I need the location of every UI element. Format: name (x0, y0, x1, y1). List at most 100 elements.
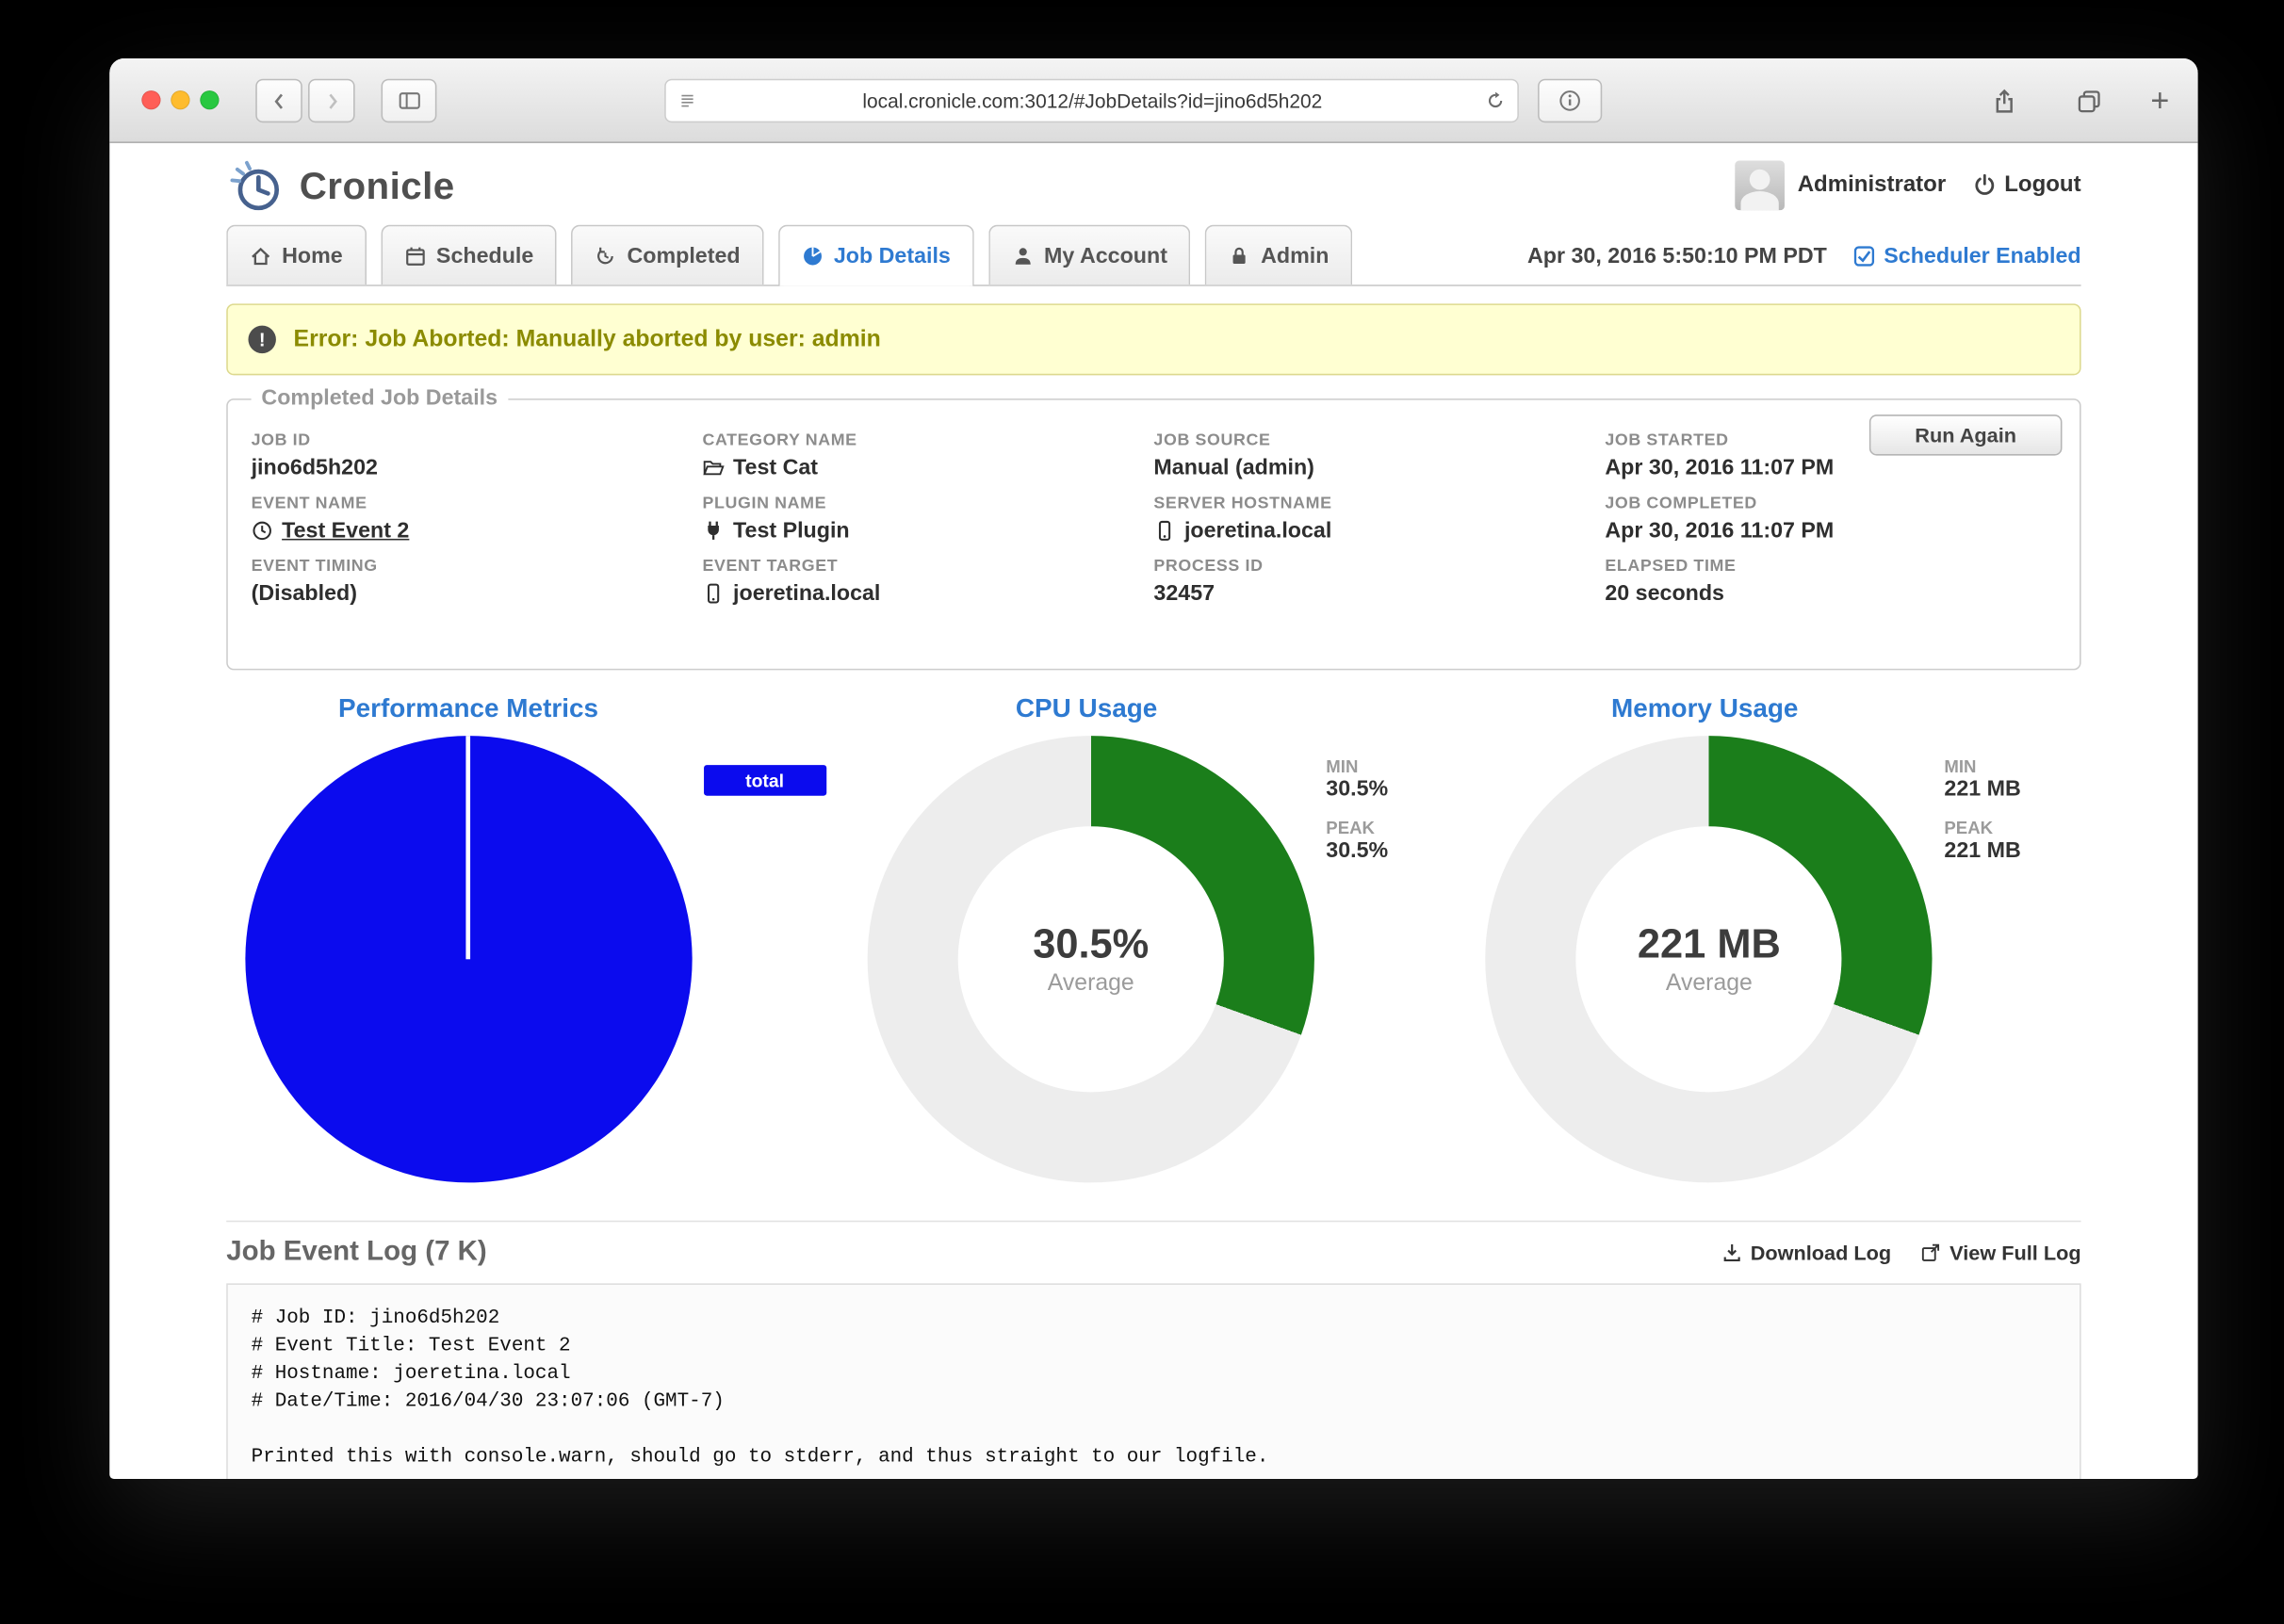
job-log-title: Job Event Log (7 K) (226, 1236, 487, 1268)
tab-label: Admin (1261, 243, 1330, 268)
new-tab-button[interactable]: + (2150, 81, 2170, 119)
current-datetime-label: Apr 30, 2016 5:50:10 PM PDT (1526, 243, 1827, 269)
forward-button[interactable] (308, 78, 355, 123)
clock-icon (253, 521, 271, 541)
pie-chart-icon (803, 247, 822, 266)
cpu-donut: 30.5% Average (867, 736, 1314, 1183)
download-log-link[interactable]: Download Log (1721, 1241, 1891, 1264)
field-job-source: JOB SOURCE Manual (admin) (1153, 431, 1314, 480)
user-name-label: Administrator (1797, 171, 1947, 198)
share-button[interactable] (1982, 79, 2025, 122)
page-content: Cronicle Administrator Logout Home (109, 143, 2197, 1480)
checkbox-checked-icon (1853, 246, 1874, 267)
external-link-icon (1921, 1243, 1940, 1261)
avatar (1735, 160, 1785, 211)
calendar-icon (405, 246, 425, 266)
field-event-name: EVENT NAME Test Event 2 (251, 495, 410, 544)
reader-mode-icon[interactable] (679, 90, 700, 111)
job-details-grid: JOB ID jino6d5h202 CATEGORY NAME Test Ca… (252, 432, 2057, 606)
url-text: local.cronicle.com:3012/#JobDetails?id=j… (862, 89, 1323, 112)
memory-stats: MIN 221 MB PEAK 221 MB (1944, 756, 2058, 879)
folder-icon (703, 461, 725, 476)
chart-title: Performance Metrics (337, 693, 598, 723)
error-banner: ! Error: Job Aborted: Manually aborted b… (226, 303, 2081, 376)
memory-average-label: Average (1665, 970, 1753, 997)
tab-overview-button[interactable] (2066, 79, 2110, 122)
performance-pie (244, 736, 693, 1183)
tab-job-details[interactable]: Job Details (777, 224, 974, 286)
field-event-target: EVENT TARGET joeretina.local (702, 558, 881, 607)
tab-label: Job Details (833, 243, 951, 269)
legend-total: total (703, 765, 826, 796)
scheduler-enabled-toggle[interactable]: Scheduler Enabled (1853, 244, 2081, 268)
user-icon (1015, 247, 1031, 264)
back-button[interactable] (255, 78, 302, 123)
field-event-timing: EVENT TIMING (Disabled) (251, 558, 378, 607)
scheduler-enabled-label: Scheduler Enabled (1884, 243, 2081, 269)
field-plugin-name: PLUGIN NAME Test Plugin (702, 495, 850, 544)
tab-overview-icon (2077, 89, 2099, 112)
app-header: Cronicle Administrator Logout (226, 143, 2081, 219)
memory-peak-value: 221 MB (1944, 837, 2021, 863)
plugin-icon (708, 521, 719, 540)
window-minimize-button[interactable] (171, 90, 190, 110)
power-icon (1976, 173, 1995, 195)
log-line: # Job ID: jino6d5h202 (251, 1307, 500, 1330)
tab-schedule[interactable]: Schedule (381, 224, 558, 285)
lock-icon (1233, 247, 1247, 264)
tab-label: My Account (1044, 243, 1167, 268)
field-elapsed-time: ELAPSED TIME 20 seconds (1605, 558, 1737, 607)
field-job-started: JOB STARTED Apr 30, 2016 11:07 PM (1605, 431, 1835, 480)
server-icon (708, 583, 720, 604)
download-icon (1723, 1243, 1740, 1262)
home-icon (252, 247, 270, 265)
cpu-average-value: 30.5% (1033, 920, 1150, 967)
pie-slice-divider (466, 736, 470, 960)
history-icon (597, 246, 614, 264)
log-line: Printed this with console.warn, should g… (251, 1446, 1269, 1470)
cpu-average-label: Average (1047, 970, 1134, 997)
field-job-completed: JOB COMPLETED Apr 30, 2016 11:07 PM (1605, 495, 1835, 544)
log-line: # Hostname: joeretina.local (251, 1363, 571, 1386)
reader-info-button[interactable] (1538, 78, 1603, 123)
view-full-log-link[interactable]: View Full Log (1920, 1241, 2081, 1264)
memory-average-value: 221 MB (1637, 920, 1781, 967)
window-zoom-button[interactable] (200, 90, 220, 110)
cronicle-logo-icon (230, 160, 280, 211)
charts-section: Performance Metrics total CPU Usage (226, 693, 2080, 1183)
event-name-link[interactable]: Test Event 2 (282, 518, 410, 544)
browser-toolbar: local.cronicle.com:3012/#JobDetails?id=j… (109, 57, 2198, 143)
completed-job-details-panel: Completed Job Details Run Again JOB ID j… (226, 385, 2081, 671)
memory-donut: 221 MB Average (1485, 736, 1933, 1183)
job-log-header: Job Event Log (7 K) Download Log View Fu… (226, 1220, 2081, 1269)
log-line: # Date/Time: 2016/04/30 23:07:06 (GMT-7) (251, 1391, 725, 1414)
cpu-min-value: 30.5% (1326, 776, 1389, 802)
field-job-id: JOB ID jino6d5h202 (251, 431, 378, 480)
url-field[interactable]: local.cronicle.com:3012/#JobDetails?id=j… (664, 78, 1519, 123)
chart-title: Memory Usage (1610, 693, 1799, 723)
sidebar-toggle-button[interactable] (381, 78, 437, 123)
app-title: Cronicle (299, 162, 455, 207)
cpu-stats: MIN 30.5% PEAK 30.5% (1326, 756, 1440, 879)
browser-window: local.cronicle.com:3012/#JobDetails?id=j… (109, 57, 2198, 1480)
tab-completed[interactable]: Completed (571, 224, 764, 285)
run-again-button[interactable]: Run Again (1868, 414, 2063, 456)
tab-label: Schedule (435, 243, 534, 268)
error-message: Error: Job Aborted: Manually aborted by … (293, 326, 881, 351)
tab-my-account[interactable]: My Account (988, 224, 1191, 285)
tab-bar: Home Schedule Completed Job Details My A… (226, 219, 2081, 286)
tab-admin[interactable]: Admin (1205, 224, 1353, 285)
cpu-peak-value: 30.5% (1326, 837, 1389, 863)
tab-home[interactable]: Home (226, 224, 367, 285)
performance-metrics-chart: Performance Metrics total (226, 693, 844, 1183)
window-close-button[interactable] (141, 90, 161, 110)
logout-button[interactable]: Logout (1974, 172, 2081, 199)
field-process-id: PROCESS ID 32457 (1153, 558, 1264, 607)
tab-label: Home (282, 243, 343, 268)
job-log-output: # Job ID: jino6d5h202 # Event Title: Tes… (226, 1283, 2081, 1480)
cpu-usage-chart: CPU Usage 30.5% Average MIN 30.5% PEAK (844, 693, 1462, 1183)
error-icon: ! (248, 325, 276, 354)
reload-icon[interactable] (1485, 90, 1506, 111)
field-category-name: CATEGORY NAME Test Cat (702, 431, 857, 480)
memory-usage-chart: Memory Usage 221 MB Average MIN 221 MB P… (1462, 693, 2080, 1183)
